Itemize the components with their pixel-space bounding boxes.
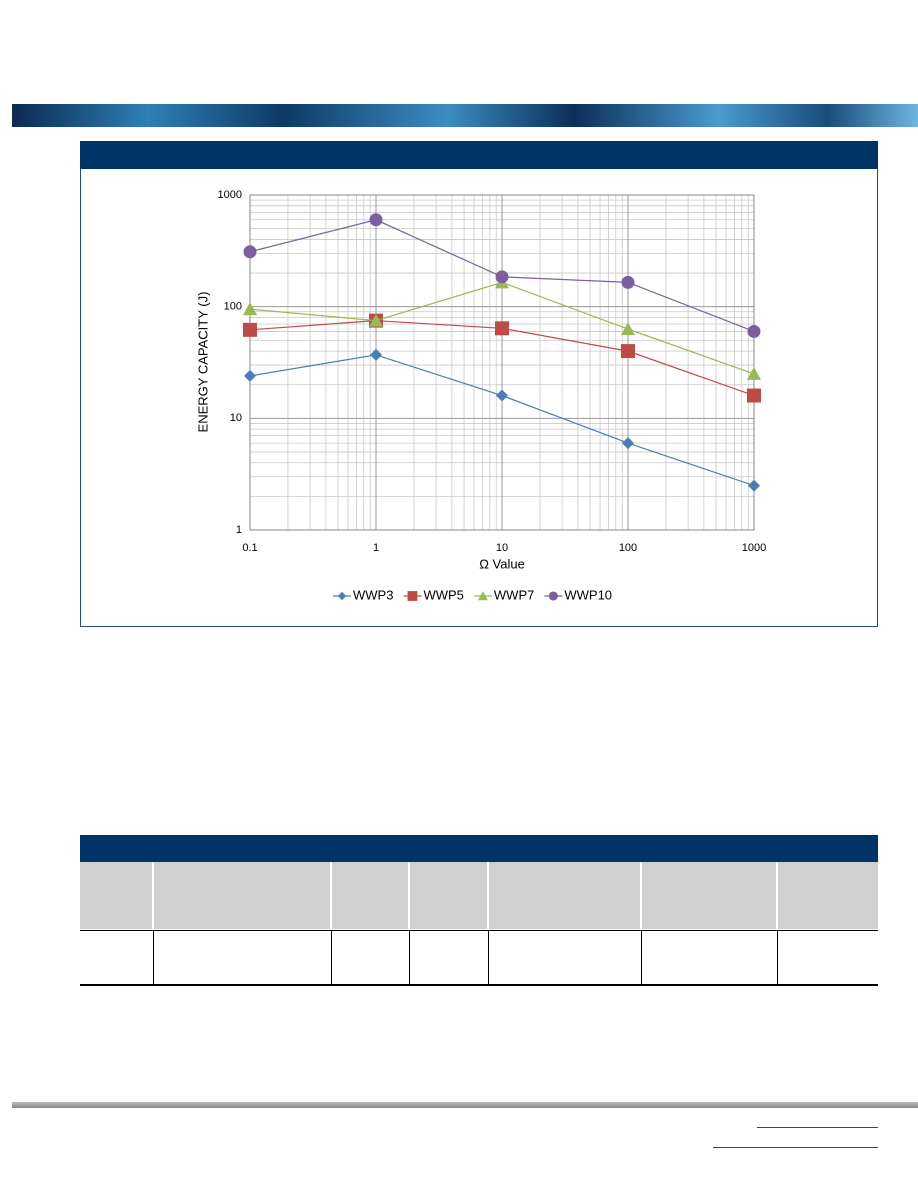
x-tick-label: 100 bbox=[619, 542, 637, 554]
y-axis-label: ENERGY CAPACITY (J) bbox=[195, 292, 210, 433]
point bbox=[243, 322, 257, 337]
table-rule bbox=[409, 862, 410, 931]
point bbox=[495, 321, 509, 336]
table-cell bbox=[778, 931, 878, 982]
table-cell bbox=[80, 862, 152, 929]
table-rule bbox=[331, 862, 332, 931]
table-rule bbox=[153, 931, 154, 984]
table-rule bbox=[641, 931, 642, 984]
x-tick-label: 0.1 bbox=[242, 542, 257, 554]
table-rule bbox=[80, 930, 878, 931]
y-tick-label: 10 bbox=[230, 412, 242, 424]
footer-rule bbox=[12, 1102, 918, 1108]
legend-marker bbox=[407, 591, 418, 601]
table-cell bbox=[332, 931, 408, 982]
table-cell bbox=[489, 931, 640, 982]
footer-link[interactable] bbox=[713, 1147, 878, 1148]
table-cell bbox=[410, 862, 487, 929]
table-rule bbox=[331, 931, 332, 984]
table-cell bbox=[778, 862, 878, 929]
legend-label: WWP7 bbox=[494, 587, 534, 602]
legend-marker bbox=[478, 591, 488, 601]
point bbox=[244, 369, 256, 382]
table-cell bbox=[154, 931, 330, 982]
y-tick-label: 1000 bbox=[218, 189, 242, 201]
plot-border bbox=[249, 194, 755, 531]
table-cell bbox=[642, 931, 776, 982]
table-rule bbox=[641, 862, 642, 931]
table-header-bar bbox=[80, 835, 878, 862]
table-cell bbox=[80, 931, 152, 982]
point bbox=[748, 479, 760, 492]
table bbox=[80, 862, 878, 986]
point bbox=[243, 302, 257, 316]
point bbox=[370, 348, 382, 361]
legend-label: WWP3 bbox=[353, 587, 393, 602]
point bbox=[621, 344, 635, 359]
chart: Ω Value ENERGY CAPACITY (J) 1 10 100 1000 0.… bbox=[195, 189, 766, 603]
point bbox=[621, 322, 635, 336]
table-rule bbox=[777, 862, 778, 931]
y-tick-label: 1 bbox=[236, 524, 242, 536]
table-cell bbox=[332, 862, 408, 929]
x-tick-label: 1 bbox=[373, 542, 379, 554]
table-rule bbox=[153, 862, 154, 931]
point bbox=[621, 275, 635, 289]
point bbox=[496, 389, 508, 402]
point bbox=[747, 388, 761, 403]
y-tick-label: 100 bbox=[224, 301, 242, 313]
legend-label: WWP5 bbox=[423, 587, 463, 602]
x-tick-label: 10 bbox=[496, 542, 508, 554]
x-axis-label: Ω Value bbox=[479, 556, 525, 571]
point bbox=[495, 270, 509, 284]
table-cell bbox=[642, 862, 776, 929]
point bbox=[369, 313, 383, 327]
footer-link[interactable] bbox=[757, 1127, 878, 1128]
point bbox=[243, 245, 257, 259]
table-rule bbox=[777, 931, 778, 984]
legend-label: WWP10 bbox=[564, 587, 612, 602]
legend-marker bbox=[337, 591, 347, 601]
point bbox=[369, 213, 383, 227]
point bbox=[747, 366, 761, 380]
table-cell bbox=[410, 931, 487, 982]
point bbox=[622, 437, 634, 450]
chart-header-bar bbox=[80, 141, 878, 169]
banner bbox=[12, 104, 918, 127]
table-cell bbox=[489, 862, 640, 929]
point bbox=[747, 324, 761, 338]
legend-marker bbox=[548, 591, 558, 601]
table-rule bbox=[488, 862, 489, 931]
x-tick-label: 1000 bbox=[742, 542, 766, 554]
table-rule bbox=[409, 931, 410, 984]
table-cell bbox=[154, 862, 330, 929]
table-rule bbox=[488, 931, 489, 984]
